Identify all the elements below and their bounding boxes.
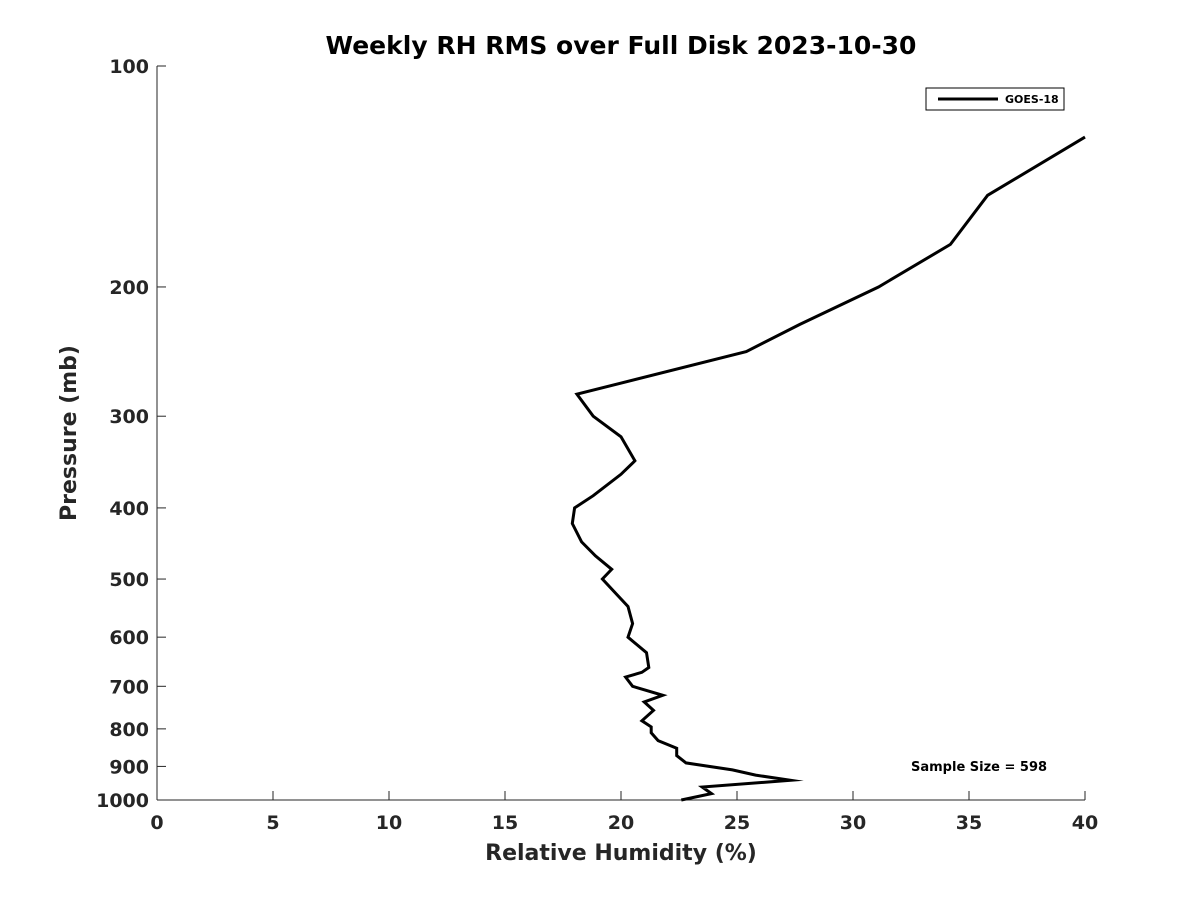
x-tick-label: 20 bbox=[608, 812, 634, 834]
y-tick-label: 300 bbox=[109, 406, 149, 428]
y-tick-label: 100 bbox=[109, 56, 149, 78]
x-tick-label: 5 bbox=[266, 812, 279, 834]
x-tick-label: 15 bbox=[492, 812, 518, 834]
legend-label-goes-18: GOES-18 bbox=[1005, 93, 1059, 106]
y-tick-label: 900 bbox=[109, 756, 149, 778]
y-tick-label: 1000 bbox=[96, 790, 149, 812]
y-tick-label: 800 bbox=[109, 719, 149, 741]
y-tick-label: 400 bbox=[109, 498, 149, 520]
chart-title: Weekly RH RMS over Full Disk 2023-10-30 bbox=[326, 31, 917, 60]
series-line-goes-18 bbox=[570, 135, 1086, 802]
x-tick-label: 35 bbox=[956, 812, 982, 834]
x-tick-label: 0 bbox=[150, 812, 163, 834]
series-layer bbox=[570, 135, 1086, 802]
y-tick-label: 500 bbox=[109, 569, 149, 591]
y-tick-label: 200 bbox=[109, 277, 149, 299]
x-axis-ticks: 0 5 10 15 20 25 30 35 40 bbox=[150, 791, 1098, 834]
x-tick-label: 10 bbox=[376, 812, 402, 834]
x-tick-label: 25 bbox=[724, 812, 750, 834]
axes bbox=[156, 66, 1085, 801]
x-tick-label: 30 bbox=[840, 812, 866, 834]
x-axis-label: Relative Humidity (%) bbox=[485, 841, 757, 866]
y-axis-label: Pressure (mb) bbox=[57, 345, 82, 521]
legend: GOES-18 bbox=[925, 87, 1065, 111]
sample-size-annotation: Sample Size = 598 bbox=[911, 760, 1047, 775]
y-tick-label: 700 bbox=[109, 676, 149, 698]
y-axis-ticks: 100 200 300 400 500 600 700 800 900 1000 bbox=[96, 56, 166, 812]
x-tick-label: 40 bbox=[1072, 812, 1098, 834]
y-tick-label: 600 bbox=[109, 627, 149, 649]
